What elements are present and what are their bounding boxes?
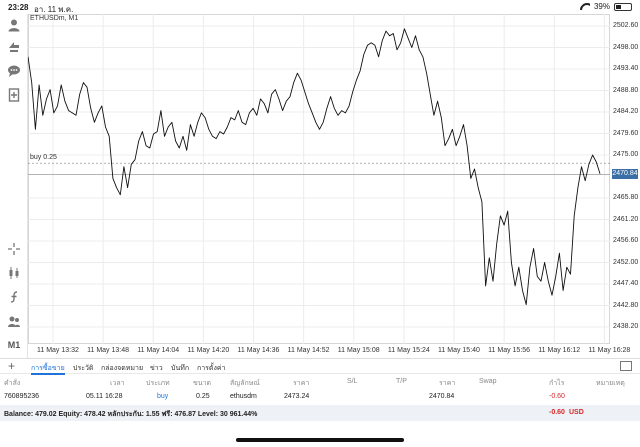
price-tick-label: 2461.20 xyxy=(613,215,639,223)
active-tab-indicator xyxy=(31,373,65,375)
plot-border xyxy=(28,14,610,344)
time-tick-label: 11 May 14:52 xyxy=(287,347,330,354)
time-tick-label: 11 May 13:32 xyxy=(37,347,79,354)
price-chart[interactable]: ETHUSDm, M1 buy 0.25 2502.60 2498.00 2493.… xyxy=(28,14,640,358)
header-swap: Swap xyxy=(479,378,497,385)
time-tick-label: 11 May 16:28 xyxy=(588,347,631,354)
total-profit: -0.60 xyxy=(549,409,565,416)
header-profit: กำไร xyxy=(549,380,565,387)
chat-icon[interactable] xyxy=(4,62,24,80)
account-icon[interactable] xyxy=(4,16,24,34)
header-tp: T/P xyxy=(396,378,407,385)
header-ticket: คำสั่ง xyxy=(4,380,21,387)
crosshair-icon[interactable] xyxy=(4,240,24,258)
header-open-price: ราคา xyxy=(293,380,310,387)
time-tick-label: 11 May 15:56 xyxy=(488,347,531,354)
time-tick-label: 11 May 13:48 xyxy=(87,347,130,354)
battery-icon xyxy=(614,2,632,11)
position-volume: 0.25 xyxy=(196,393,210,400)
position-price: 2470.84 xyxy=(429,393,455,400)
status-date: อา. 11 พ.ค. xyxy=(34,5,74,14)
position-time: 05.11 16:28 xyxy=(86,393,123,400)
header-type: ประเภท xyxy=(146,380,170,387)
time-tick-label: 11 May 15:40 xyxy=(438,347,480,354)
position-type: buy xyxy=(157,393,169,400)
position-profit: -0.60 xyxy=(549,393,565,400)
wifi-icon xyxy=(580,3,590,10)
chart-grid xyxy=(28,14,610,344)
header-price: ราคา xyxy=(439,380,456,387)
table-row[interactable]: 760895236 05.11 16:28 buy 0.25 ethusdm 2… xyxy=(0,390,640,404)
battery-percent: 39% xyxy=(593,2,610,11)
status-bar: 23:28 อา. 11 พ.ค. 39% xyxy=(0,0,640,14)
header-time: เวลา xyxy=(110,380,125,387)
header-comment: หมายเหตุ xyxy=(596,380,625,387)
profit-currency: USD xyxy=(569,409,584,416)
trade-icon[interactable] xyxy=(4,38,24,56)
timeframe-button[interactable]: M1 xyxy=(7,340,21,350)
status-right: 39% xyxy=(580,2,632,11)
tab-history[interactable]: ประวัติ xyxy=(73,365,94,372)
tab-trade[interactable]: การซื้อขาย xyxy=(31,365,65,372)
objects-icon[interactable] xyxy=(4,312,24,330)
header-symbol: สัญลักษณ์ xyxy=(230,380,260,387)
price-tick-label: 2479.60 xyxy=(613,129,639,137)
price-tick-label: 2493.40 xyxy=(613,65,639,72)
time-tick-label: 11 May 14:36 xyxy=(237,347,280,354)
time-tick-label: 11 May 14:20 xyxy=(187,347,230,354)
price-tick-label: 2456.60 xyxy=(613,237,639,244)
tab-settings[interactable]: การตั้งค่า xyxy=(197,365,226,372)
time-tick-label: 11 May 15:08 xyxy=(337,347,380,354)
chart-type-icon[interactable] xyxy=(4,264,24,282)
bottom-tabs: + การซื้อขาย ประวัติ กล่องจดหมาย ข่าว บั… xyxy=(0,358,640,375)
price-tick-label: 2475.00 xyxy=(613,151,639,158)
buy-order-label: buy 0.25 xyxy=(30,154,57,162)
time-tick-label: 11 May 16:12 xyxy=(538,347,581,354)
price-tick-label: 2447.40 xyxy=(613,280,639,287)
position-open-price: 2473.24 xyxy=(284,393,310,400)
chart-canvas[interactable] xyxy=(28,14,640,358)
price-tick-label: 2442.80 xyxy=(613,301,639,309)
indicator-icon[interactable] xyxy=(4,288,24,306)
time-tick-label: 11 May 14:04 xyxy=(137,347,180,354)
time-tick-label: 11 May 15:24 xyxy=(387,347,430,354)
price-tick-label: 2502.60 xyxy=(613,22,639,29)
price-tick-label: 2498.00 xyxy=(613,43,639,51)
new-order-icon[interactable] xyxy=(4,86,24,104)
chart-symbol-label: ETHUSDm, M1 xyxy=(30,15,79,22)
header-sl: S/L xyxy=(347,378,358,385)
position-symbol: ethusdm xyxy=(230,393,257,400)
chart-toolbar: M1 xyxy=(0,14,28,358)
current-price-tag: 2470.84 xyxy=(612,169,638,180)
balance-summary: Balance: 479.02 Equity: 478.42 หลักประกั… xyxy=(4,411,258,418)
layout-icon[interactable] xyxy=(620,361,632,371)
price-tick-label: 2488.80 xyxy=(613,86,639,94)
price-series-line xyxy=(28,28,601,306)
price-tick-label: 2438.20 xyxy=(613,323,639,330)
price-tick-label: 2484.20 xyxy=(613,108,639,115)
price-tick-label: 2452.00 xyxy=(613,258,639,266)
add-icon[interactable]: + xyxy=(8,359,16,373)
header-volume: ขนาด xyxy=(193,380,212,387)
tab-news[interactable]: ข่าว xyxy=(150,365,163,372)
positions-header: คำสั่ง เวลา ประเภท ขนาด สัญลักษณ์ ราคา S… xyxy=(0,375,640,389)
price-tick-label: 2465.80 xyxy=(613,194,639,201)
balance-bar: Balance: 479.02 Equity: 478.42 หลักประกั… xyxy=(0,405,640,421)
status-time: 23:28 xyxy=(8,3,29,12)
tab-mailbox[interactable]: กล่องจดหมาย xyxy=(101,365,144,372)
tab-journal[interactable]: บันทึก xyxy=(171,365,190,372)
position-ticket: 760895236 xyxy=(4,393,40,400)
home-indicator xyxy=(236,438,404,442)
